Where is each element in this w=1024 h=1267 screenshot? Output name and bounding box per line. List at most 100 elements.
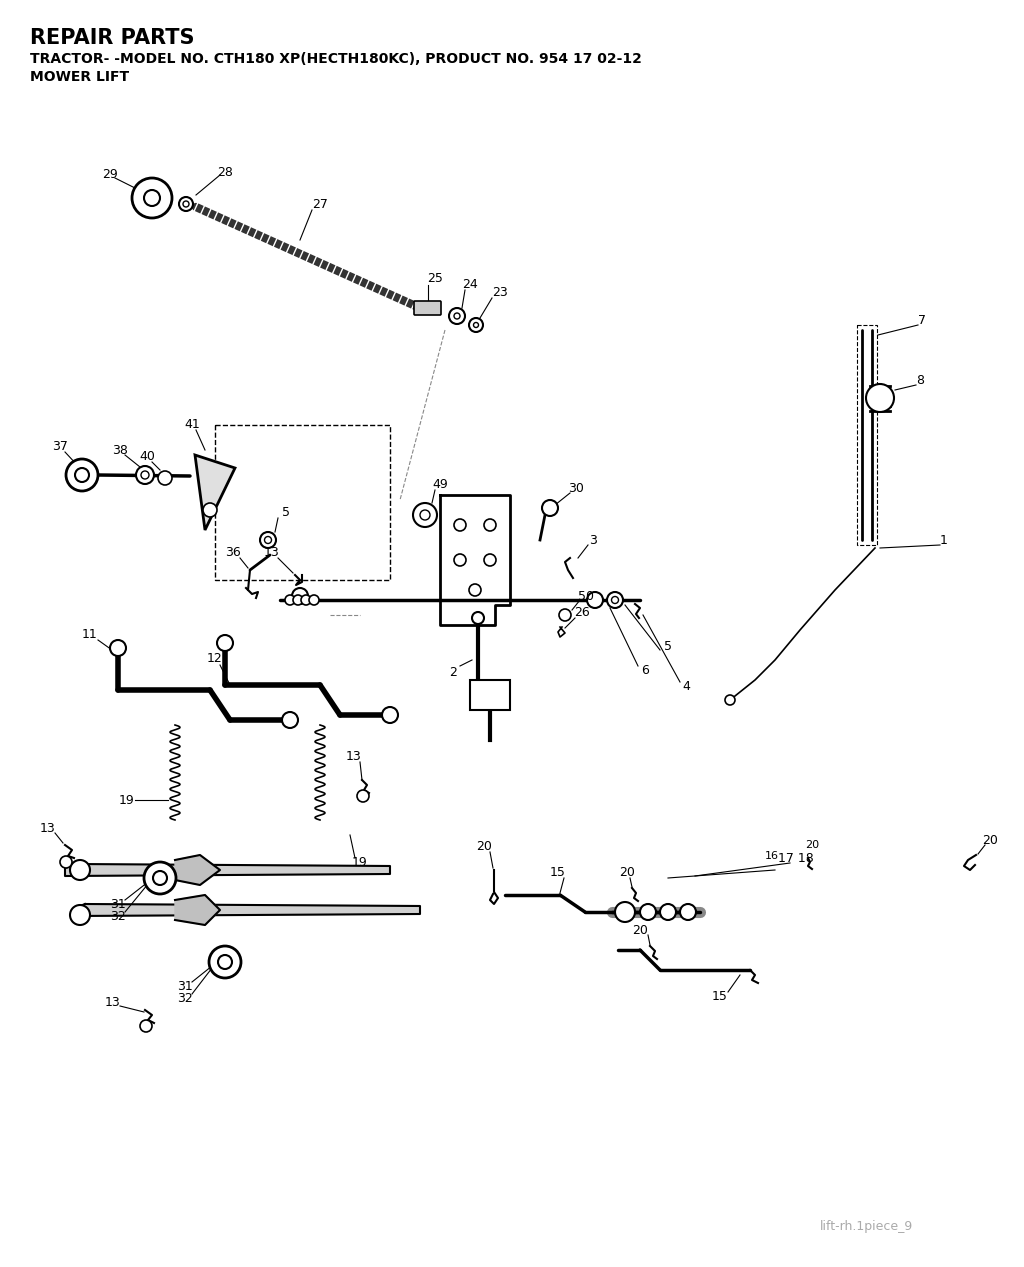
Text: 12: 12 — [207, 651, 223, 664]
Circle shape — [183, 201, 189, 207]
Circle shape — [454, 313, 460, 319]
Text: 19: 19 — [352, 855, 368, 868]
Text: 20: 20 — [632, 924, 648, 936]
Circle shape — [484, 519, 496, 531]
Text: 31: 31 — [111, 897, 126, 911]
Circle shape — [484, 554, 496, 566]
Text: 20: 20 — [620, 867, 635, 879]
Circle shape — [472, 612, 484, 625]
Circle shape — [144, 862, 176, 895]
Circle shape — [144, 190, 160, 207]
Circle shape — [866, 384, 894, 412]
Circle shape — [559, 609, 571, 621]
Text: 8: 8 — [916, 374, 924, 386]
Circle shape — [615, 902, 635, 922]
Circle shape — [70, 905, 90, 925]
Circle shape — [136, 466, 154, 484]
Text: 13: 13 — [40, 821, 56, 835]
Text: 31: 31 — [177, 979, 193, 992]
Text: 30: 30 — [568, 481, 584, 494]
Text: TRACTOR- -MODEL NO. CTH180 XP(HECTH180KC), PRODUCT NO. 954 17 02-12: TRACTOR- -MODEL NO. CTH180 XP(HECTH180KC… — [30, 52, 642, 66]
Circle shape — [725, 696, 735, 704]
Text: 41: 41 — [184, 418, 200, 432]
Text: 13: 13 — [346, 750, 361, 763]
Circle shape — [70, 860, 90, 881]
Text: 5: 5 — [282, 506, 290, 518]
Circle shape — [293, 595, 303, 606]
Circle shape — [454, 554, 466, 566]
Text: 29: 29 — [102, 169, 118, 181]
Circle shape — [473, 323, 478, 327]
Text: 36: 36 — [225, 546, 241, 559]
Circle shape — [285, 595, 295, 606]
Circle shape — [680, 903, 696, 920]
Text: 13: 13 — [264, 546, 280, 559]
FancyBboxPatch shape — [414, 302, 441, 315]
Circle shape — [607, 592, 623, 608]
Circle shape — [158, 471, 172, 485]
Circle shape — [413, 503, 437, 527]
Circle shape — [357, 791, 369, 802]
Text: MOWER LIFT: MOWER LIFT — [30, 70, 129, 84]
Bar — [215, 424, 390, 580]
Circle shape — [309, 595, 319, 606]
Text: 20: 20 — [805, 840, 819, 850]
Text: 49: 49 — [432, 478, 447, 490]
Text: 28: 28 — [217, 166, 232, 179]
Text: lift-rh.1piece_9: lift-rh.1piece_9 — [820, 1220, 913, 1233]
Text: 24: 24 — [462, 279, 478, 291]
Text: 37: 37 — [52, 441, 68, 454]
Circle shape — [153, 870, 167, 886]
Circle shape — [292, 588, 308, 604]
Circle shape — [449, 308, 465, 324]
Circle shape — [420, 511, 430, 519]
Circle shape — [542, 500, 558, 516]
Text: 32: 32 — [111, 910, 126, 922]
Circle shape — [60, 856, 72, 868]
Circle shape — [587, 592, 603, 608]
Text: 20: 20 — [982, 834, 998, 846]
Text: 7: 7 — [918, 313, 926, 327]
Circle shape — [75, 468, 89, 481]
Text: 38: 38 — [112, 443, 128, 456]
Circle shape — [217, 635, 233, 651]
Circle shape — [141, 471, 150, 479]
Circle shape — [132, 177, 172, 218]
Text: 32: 32 — [177, 992, 193, 1005]
Text: 1: 1 — [940, 533, 948, 546]
Text: 5: 5 — [664, 640, 672, 653]
Text: 19: 19 — [119, 793, 135, 807]
Polygon shape — [75, 903, 420, 916]
Polygon shape — [65, 864, 390, 875]
Circle shape — [66, 459, 98, 492]
Circle shape — [301, 595, 311, 606]
Bar — [857, 326, 877, 545]
Circle shape — [469, 318, 483, 332]
Text: 50: 50 — [578, 589, 594, 603]
Text: 16: 16 — [765, 851, 779, 862]
Text: 4: 4 — [682, 679, 690, 693]
Text: 17 18: 17 18 — [778, 851, 814, 864]
Text: 13: 13 — [105, 996, 121, 1009]
Text: 15: 15 — [550, 867, 566, 879]
Circle shape — [382, 707, 398, 723]
Circle shape — [282, 712, 298, 729]
Polygon shape — [175, 895, 220, 925]
Circle shape — [660, 903, 676, 920]
Circle shape — [110, 640, 126, 656]
Text: 23: 23 — [493, 285, 508, 299]
Text: REPAIR PARTS: REPAIR PARTS — [30, 28, 195, 48]
Polygon shape — [195, 455, 234, 530]
Circle shape — [209, 946, 241, 978]
Text: 6: 6 — [641, 664, 649, 677]
Text: 15: 15 — [712, 991, 728, 1003]
Text: 26: 26 — [574, 606, 590, 618]
Circle shape — [260, 532, 276, 549]
Circle shape — [469, 584, 481, 595]
Circle shape — [640, 903, 656, 920]
Text: 2: 2 — [450, 665, 457, 679]
Text: 25: 25 — [427, 271, 443, 285]
Polygon shape — [175, 855, 220, 886]
Bar — [470, 680, 510, 710]
Circle shape — [218, 955, 232, 969]
